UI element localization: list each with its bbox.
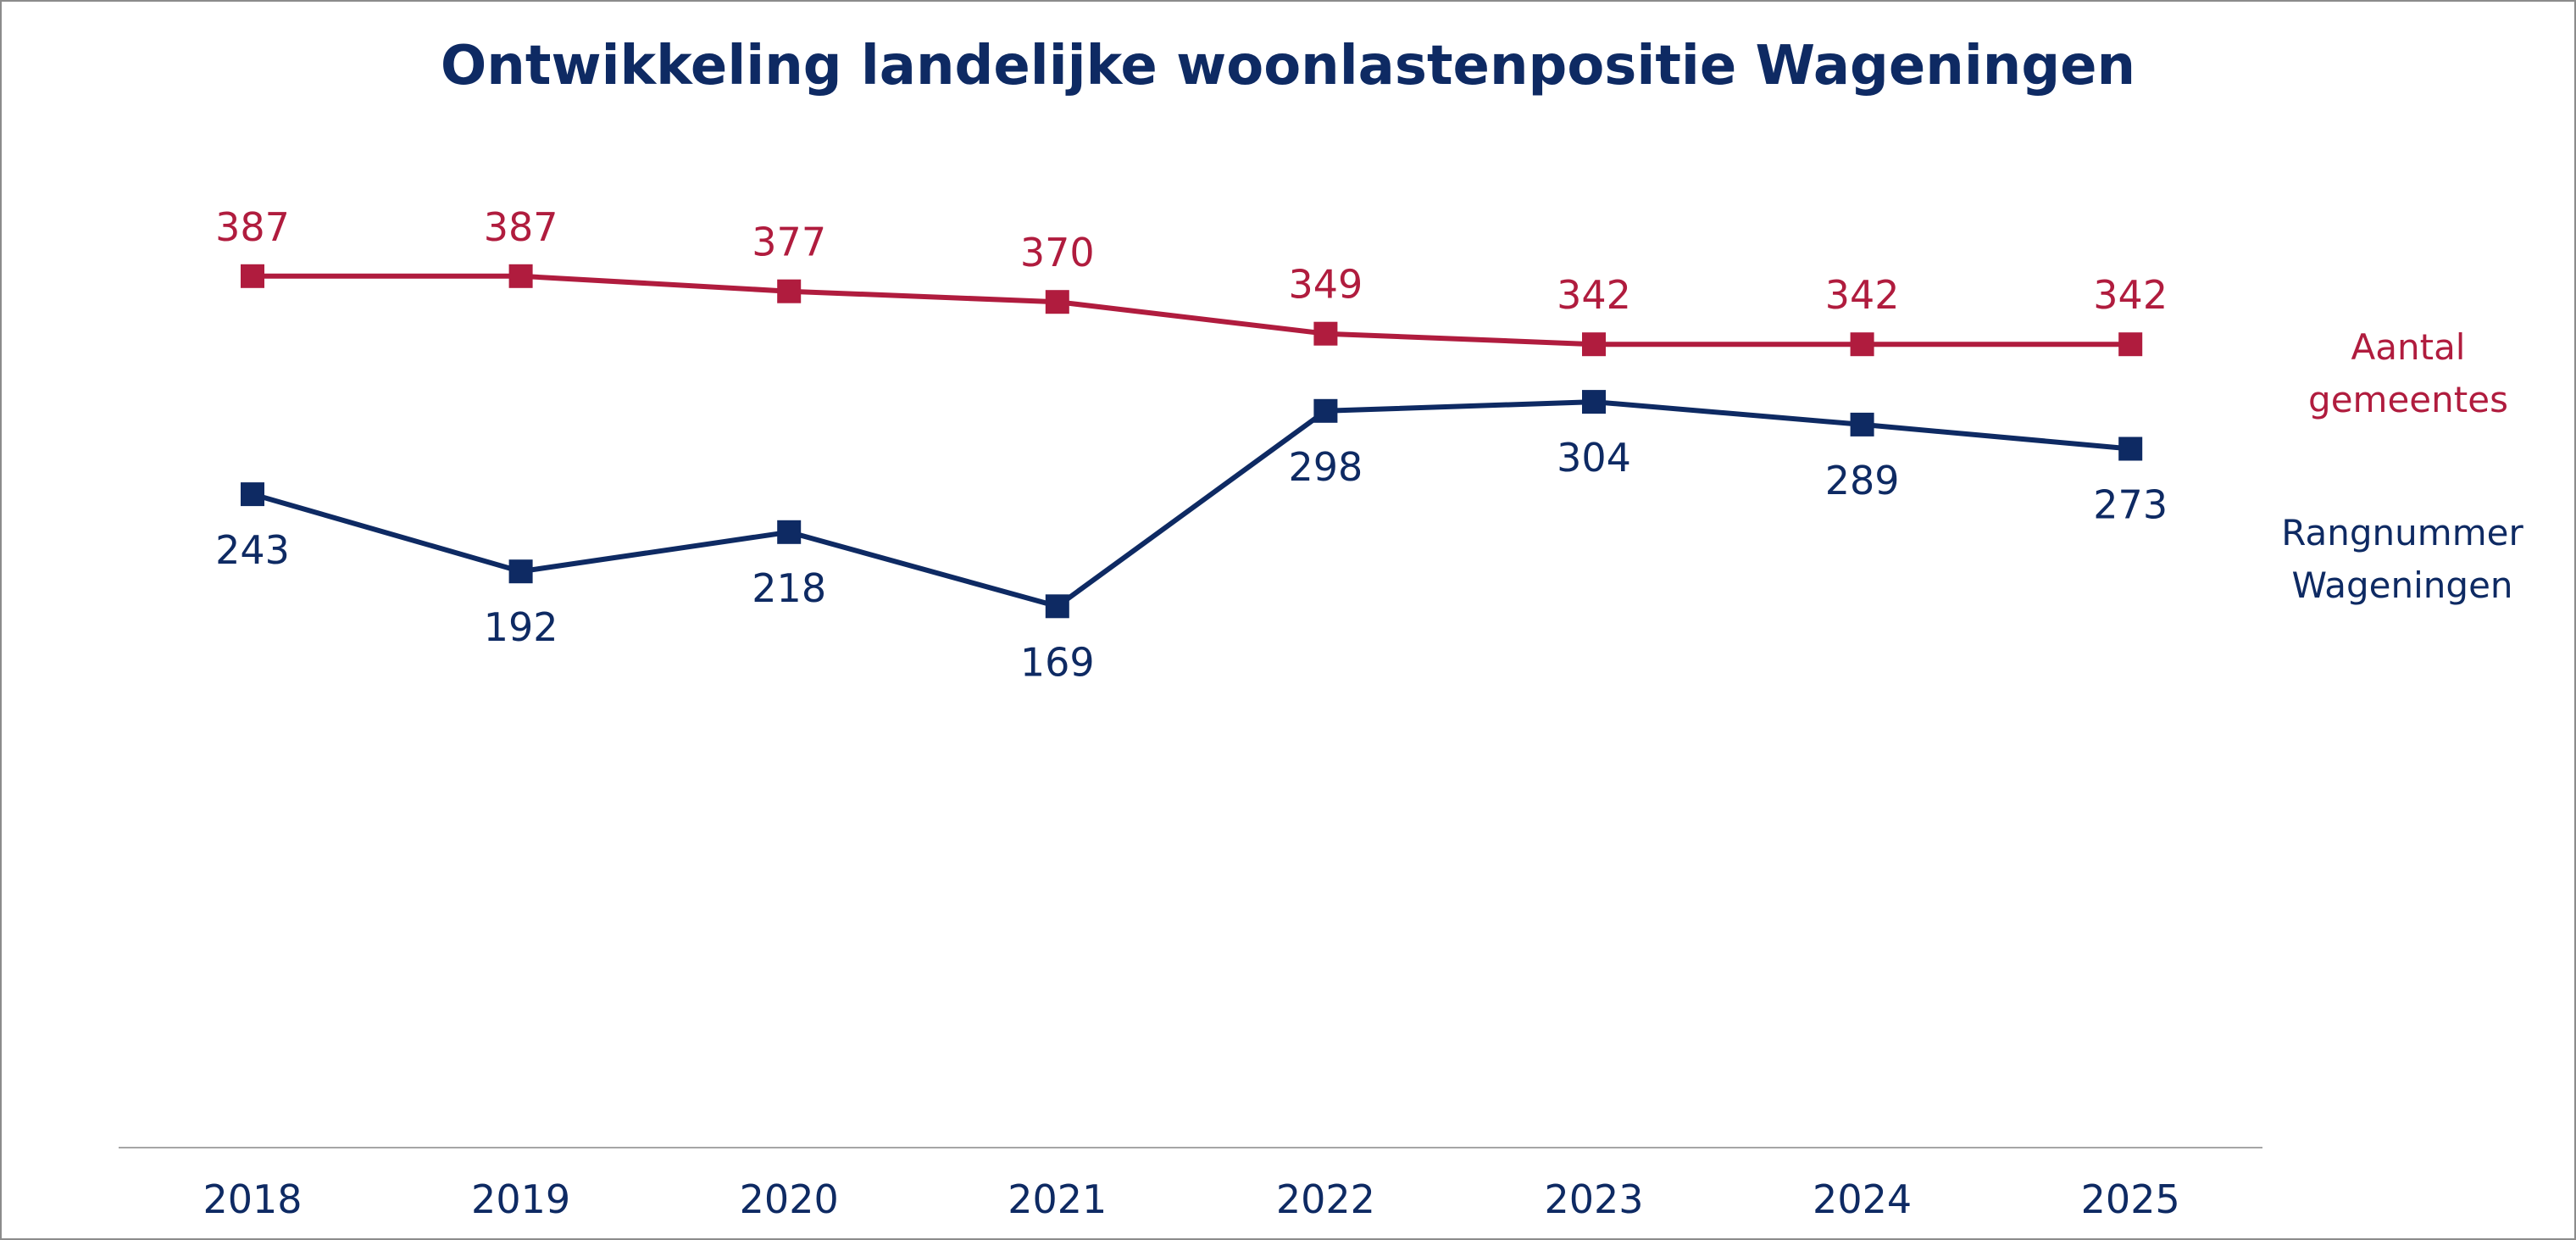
- data-point-aantal-2021: [1045, 290, 1069, 314]
- data-point-aantal-2023: [1582, 332, 1606, 357]
- x-tick-label-2020: 2020: [740, 1176, 839, 1222]
- x-tick-label-2023: 2023: [1544, 1176, 1643, 1222]
- data-label-rang-2021: 169: [1020, 639, 1095, 685]
- data-point-rang-2018: [241, 482, 264, 507]
- data-point-rang-2025: [2118, 437, 2143, 461]
- x-axis-ticks: 2018 2019 2020 2021 2022 2023 2024 2025: [203, 1176, 2179, 1222]
- series-line-rang: [252, 399, 2131, 609]
- series-rang: 243 192 218 169 298 304 289 273: [215, 390, 2168, 685]
- data-point-rang-2019: [508, 559, 533, 584]
- x-tick-label-2024: 2024: [1813, 1176, 1912, 1222]
- series-aantal: 387 387 377 370 349 342 342 342: [215, 204, 2168, 357]
- x-tick-label-2021: 2021: [1008, 1176, 1107, 1222]
- legend-label-aantal: Aantal gemeentes: [2308, 326, 2508, 420]
- data-label-aantal-2024: 342: [1825, 272, 1900, 318]
- data-point-rang-2022: [1313, 398, 1338, 423]
- x-tick-label-2018: 2018: [203, 1176, 302, 1222]
- legend-label-rang: Rangnummer Wageningen: [2281, 512, 2523, 606]
- data-label-rang-2018: 243: [215, 527, 290, 573]
- data-label-aantal-2025: 342: [2093, 272, 2168, 318]
- data-label-aantal-2019: 387: [484, 204, 558, 250]
- data-label-aantal-2023: 342: [1557, 272, 1631, 318]
- data-point-rang-2020: [777, 520, 802, 544]
- chart-title: Ontwikkeling landelijke woonlastenpositi…: [441, 35, 2135, 97]
- data-label-rang-2023: 304: [1557, 435, 1631, 481]
- x-tick-label-2025: 2025: [2081, 1176, 2180, 1222]
- data-label-aantal-2018: 387: [215, 204, 290, 250]
- x-tick-label-2022: 2022: [1276, 1176, 1375, 1222]
- data-point-aantal-2022: [1313, 321, 1338, 346]
- data-point-aantal-2019: [508, 264, 533, 288]
- data-point-aantal-2025: [2118, 332, 2143, 357]
- data-point-aantal-2018: [241, 264, 264, 288]
- series-line-aantal: [253, 273, 2131, 348]
- x-tick-label-2019: 2019: [471, 1176, 570, 1222]
- data-label-rang-2025: 273: [2093, 482, 2168, 528]
- data-point-aantal-2020: [777, 279, 802, 303]
- data-label-rang-2022: 298: [1288, 444, 1363, 490]
- series-layer: 387 387 377 370 349 342 342 342 243 192 218 169 298 3…: [215, 204, 2168, 686]
- data-point-rang-2023: [1582, 390, 1606, 414]
- data-point-aantal-2024: [1850, 332, 1874, 357]
- data-label-aantal-2021: 370: [1020, 230, 1095, 275]
- data-label-aantal-2022: 349: [1288, 262, 1363, 308]
- data-label-rang-2019: 192: [484, 604, 558, 650]
- data-label-aantal-2020: 377: [752, 220, 826, 265]
- data-point-rang-2021: [1045, 594, 1069, 619]
- data-label-rang-2024: 289: [1825, 458, 1900, 503]
- data-label-rang-2020: 218: [752, 565, 826, 611]
- data-point-rang-2024: [1850, 412, 1874, 437]
- legend: Aantal gemeentes Rangnummer Wageningen: [2281, 326, 2523, 606]
